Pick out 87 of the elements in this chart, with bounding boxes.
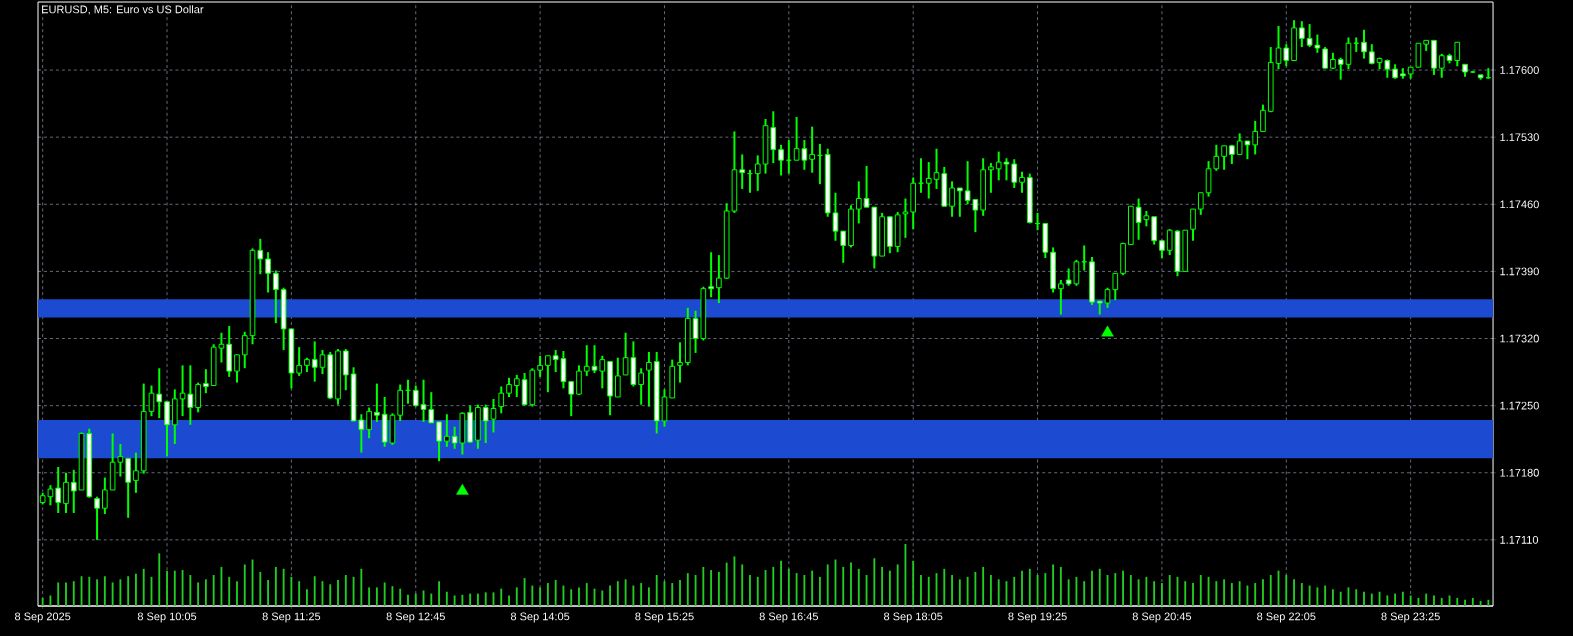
candlestick	[1438, 52, 1445, 79]
candlestick	[1112, 272, 1119, 302]
candlestick	[1361, 28, 1367, 60]
x-tick-label: 8 Sep 14:05	[510, 612, 570, 623]
x-tick-label: 8 Sep 22:05	[1257, 612, 1316, 623]
candlestick	[63, 471, 69, 514]
candlestick	[498, 385, 505, 415]
candlestick	[537, 354, 543, 378]
candlestick	[234, 353, 240, 384]
candlestick	[754, 154, 761, 192]
candlestick	[1151, 215, 1157, 246]
candlestick	[840, 230, 847, 264]
candlestick	[412, 384, 419, 408]
y-tick-label: 1.17390	[1500, 267, 1539, 276]
x-tick-label: 8 Sep 2025	[15, 612, 71, 623]
candlestick	[1260, 103, 1266, 133]
candlestick	[1283, 43, 1290, 68]
x-tick-label: 8 Sep 19:25	[1008, 612, 1067, 623]
candlestick	[1011, 158, 1018, 189]
candlestick	[102, 476, 108, 515]
candlestick	[133, 451, 139, 494]
candlestick	[638, 367, 644, 406]
candlestick	[925, 161, 932, 200]
candlestick	[716, 254, 722, 305]
candlestick	[374, 382, 380, 423]
y-tick-label: 1.17460	[1500, 200, 1539, 209]
candlestick	[708, 251, 714, 299]
candlestick	[203, 368, 209, 395]
x-tick-label: 8 Sep 10:05	[137, 612, 197, 623]
candlestick	[1019, 170, 1025, 194]
candlestick	[615, 356, 621, 398]
candlestick	[568, 380, 575, 418]
candlestick	[164, 400, 170, 458]
candlestick	[506, 376, 512, 398]
y-tick-label: 1.17110	[1500, 535, 1539, 544]
candlestick	[1197, 191, 1204, 216]
candlestick	[778, 143, 784, 177]
x-tick-label: 8 Sep 15:25	[635, 612, 694, 623]
candlestick	[195, 381, 201, 414]
candlestick	[1221, 144, 1227, 171]
candlestick	[677, 341, 683, 384]
x-tick-label: 8 Sep 16:45	[759, 612, 819, 623]
candlestick	[156, 367, 163, 420]
candlestick	[1299, 20, 1305, 49]
candlestick	[855, 180, 862, 225]
candlestick	[296, 346, 302, 377]
y-tick-label: 1.17600	[1500, 66, 1539, 74]
candlestick	[583, 344, 590, 377]
x-tick-label: 8 Sep 18:05	[884, 612, 943, 623]
candlestick	[125, 457, 131, 519]
candlestick	[809, 125, 815, 174]
candlestick	[55, 465, 62, 514]
x-tick-label: 8 Sep 12:45	[386, 612, 445, 623]
candlestick	[513, 373, 520, 398]
candlestick	[988, 162, 994, 194]
candlestick	[241, 330, 248, 370]
candlestick	[1104, 286, 1111, 309]
candlestick	[1454, 41, 1461, 68]
candlestick	[70, 468, 77, 514]
x-tick-label: 8 Sep 23:25	[1381, 612, 1440, 623]
candlestick	[265, 251, 271, 294]
candlestick	[1252, 119, 1259, 156]
y-tick-label: 1.17250	[1500, 401, 1539, 410]
candlestick	[342, 348, 349, 392]
candlestick	[366, 406, 372, 440]
candlestick	[94, 495, 100, 541]
candlestick	[576, 364, 582, 397]
candlestick	[444, 413, 450, 448]
candlestick	[545, 354, 551, 394]
candlestick	[1322, 46, 1328, 70]
candlestick	[739, 153, 746, 190]
chart-title: EURUSD, M5: Euro vs US Dollar	[42, 5, 204, 15]
candlestick	[436, 420, 442, 463]
candlestick	[646, 350, 652, 408]
candlestick	[949, 180, 955, 218]
y-tick-label: 1.17530	[1500, 133, 1539, 142]
candlestick	[1190, 208, 1196, 242]
candlestick	[1058, 279, 1064, 316]
y-tick-label: 1.17320	[1500, 334, 1539, 343]
x-tick-label: 8 Sep 11:25	[262, 612, 321, 623]
candlestick	[957, 187, 963, 218]
candlestick	[1275, 24, 1282, 71]
candlestick	[273, 269, 279, 325]
candlestick	[770, 110, 777, 165]
candlestick	[933, 147, 940, 190]
x-tick-label: 8 Sep 20:45	[1132, 612, 1192, 623]
y-tick-label: 1.17180	[1500, 468, 1539, 477]
